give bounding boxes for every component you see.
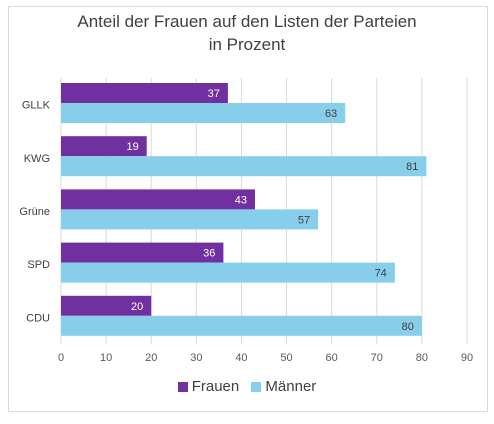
data-label-frauen-gr-ne: 43	[235, 194, 247, 206]
x-tick-label-80: 80	[416, 352, 428, 364]
bar-frauen-spd	[61, 242, 224, 263]
data-label-männer-gr-ne: 57	[298, 214, 310, 226]
data-label-männer-spd: 74	[375, 268, 387, 280]
bar-männer-kwg	[61, 156, 427, 177]
x-tick-label-40: 40	[235, 352, 247, 364]
bar-männer-gllk	[61, 103, 346, 123]
x-tick-label-70: 70	[371, 352, 383, 364]
chart-legend: Frauen Männer	[0, 378, 494, 396]
bar-männer-gr-ne	[61, 209, 319, 230]
chart-title-line-2: in Prozent	[208, 35, 286, 54]
x-tick-label-90: 90	[461, 352, 473, 364]
legend-swatch-frauen	[177, 381, 188, 392]
bar-frauen-cdu	[61, 295, 152, 316]
category-label-gr-ne: Grüne	[19, 206, 50, 218]
legend-swatch-maenner	[251, 381, 262, 392]
x-tick-label-30: 30	[190, 352, 202, 364]
category-label-kwg: KWG	[24, 153, 50, 165]
x-tick-label-0: 0	[58, 352, 64, 364]
chart-title-line-1: Anteil der Frauen auf den Listen der Par…	[77, 12, 417, 31]
data-label-frauen-gllk: 37	[208, 88, 220, 100]
bar-frauen-gllk	[61, 83, 228, 103]
x-tick-label-60: 60	[326, 352, 338, 364]
legend-item-frauen: Frauen	[177, 378, 240, 395]
data-label-männer-cdu: 80	[402, 321, 414, 333]
legend-label-maenner: Männer	[265, 378, 317, 395]
data-label-frauen-spd: 36	[203, 248, 215, 260]
x-tick-label-50: 50	[280, 352, 292, 364]
data-label-männer-kwg: 81	[406, 161, 418, 173]
bar-frauen-gr-ne	[61, 189, 255, 210]
bar-männer-cdu	[61, 315, 422, 336]
category-label-gllk: GLLK	[22, 100, 51, 112]
category-label-cdu: CDU	[26, 312, 50, 324]
x-tick-label-10: 10	[100, 352, 112, 364]
data-label-männer-gllk: 63	[325, 108, 337, 120]
chart-title: Anteil der Frauen auf den Listen der Par…	[0, 10, 494, 56]
category-label-spd: SPD	[27, 259, 50, 271]
bar-frauen-kwg	[61, 136, 147, 157]
x-tick-label-20: 20	[145, 352, 157, 364]
data-label-frauen-cdu: 20	[131, 301, 143, 313]
legend-item-maenner: Männer	[251, 378, 316, 395]
data-label-frauen-kwg: 19	[126, 141, 138, 153]
bar-männer-spd	[61, 262, 395, 283]
legend-label-frauen: Frauen	[191, 378, 240, 395]
